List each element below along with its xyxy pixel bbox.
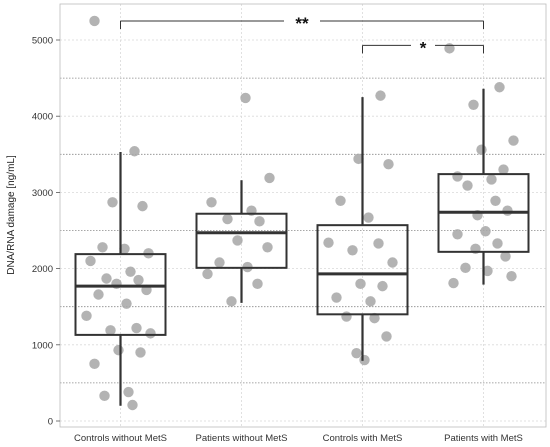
data-point (85, 255, 96, 267)
significance-layer: *** (120, 14, 484, 57)
data-point (252, 278, 263, 290)
data-point (448, 277, 459, 289)
data-point (460, 262, 471, 274)
data-point (214, 257, 225, 268)
data-point (125, 266, 136, 277)
data-point (121, 298, 132, 309)
data-point (137, 200, 148, 212)
data-point (222, 213, 233, 225)
data-point (375, 90, 386, 101)
y-tick-label: 2000 (32, 264, 53, 275)
data-point (365, 296, 376, 307)
data-point (107, 197, 118, 208)
x-tick-label: Controls without MetS (74, 433, 167, 444)
plot-frame (59, 3, 547, 428)
data-point (105, 325, 116, 336)
data-point (127, 399, 138, 411)
data-point (482, 265, 493, 277)
box (74, 253, 167, 336)
data-point (381, 331, 392, 342)
data-point (347, 245, 358, 256)
data-point (97, 242, 108, 253)
y-axis-title: DNA/RNA damage [ng/mL] (6, 155, 17, 275)
data-point (359, 354, 370, 366)
data-point (444, 43, 455, 54)
data-point (129, 146, 140, 157)
y-tick-label: 0 (48, 417, 53, 428)
y-tick-label: 5000 (32, 36, 53, 47)
data-point (369, 312, 380, 324)
data-point (240, 92, 251, 104)
axis-layer: 0 1000 2000 3000 4000 5000 Controls without Me… (32, 36, 523, 445)
data-point (133, 274, 144, 286)
data-point (99, 390, 110, 402)
data-point (81, 310, 92, 322)
x-tick-label: Patients with MetS (444, 433, 523, 444)
data-point (119, 243, 130, 254)
data-point (494, 82, 505, 93)
data-point (145, 328, 156, 339)
data-point (452, 229, 463, 240)
data-point (355, 278, 366, 290)
data-point (262, 242, 273, 253)
box (316, 224, 409, 316)
data-point (93, 289, 104, 300)
significance-label: * (420, 38, 427, 57)
data-point (335, 195, 346, 206)
data-point (383, 159, 394, 170)
data-point (363, 212, 374, 223)
data-point (387, 257, 398, 268)
data-point (486, 174, 497, 185)
data-point (452, 171, 463, 182)
data-point (232, 235, 243, 246)
data-point (264, 172, 275, 184)
y-tick-label: 4000 (32, 112, 53, 123)
data-point (89, 358, 100, 370)
data-point (226, 296, 237, 307)
y-tick-label: 1000 (32, 340, 53, 351)
data-point (123, 386, 134, 398)
data-point (202, 268, 213, 280)
data-point (206, 197, 217, 208)
data-point (101, 273, 112, 284)
data-point (351, 347, 362, 359)
data-point (323, 237, 334, 248)
data-point (492, 238, 503, 249)
data-point (113, 344, 124, 356)
data-point (131, 322, 142, 334)
y-tick-label: 3000 (32, 188, 53, 199)
data-point (341, 311, 352, 322)
data-point (506, 271, 517, 282)
data-point (476, 144, 487, 155)
data-point (468, 99, 479, 110)
data-point (498, 164, 509, 175)
data-point (502, 205, 513, 216)
data-point (89, 15, 100, 27)
data-point (490, 195, 501, 206)
data-point (377, 280, 388, 292)
box (195, 212, 288, 269)
significance-label: ** (295, 14, 309, 33)
box-layer (74, 88, 530, 406)
data-point (480, 226, 491, 237)
data-point (462, 180, 473, 191)
data-point (331, 292, 342, 303)
data-point (373, 238, 384, 249)
x-tick-label: Patients without MetS (196, 433, 288, 444)
data-point (135, 347, 146, 358)
x-tick-label: Controls with MetS (323, 433, 403, 444)
data-point (254, 216, 265, 227)
data-point (508, 135, 519, 146)
data-point (353, 153, 364, 165)
data-point (500, 251, 511, 262)
